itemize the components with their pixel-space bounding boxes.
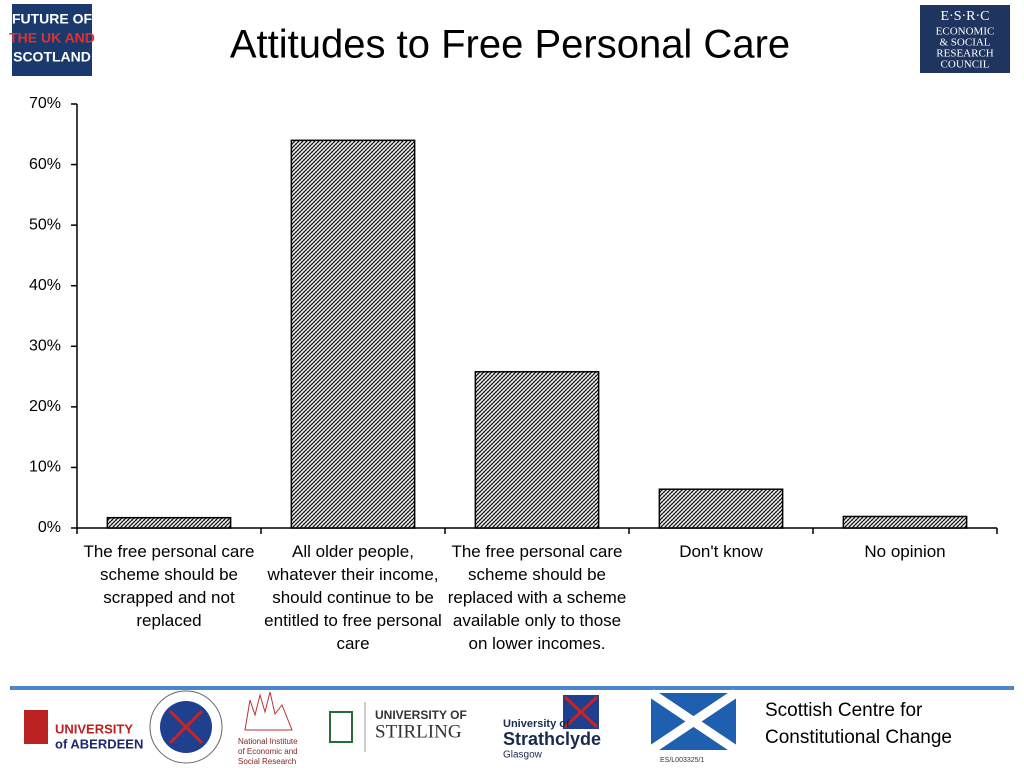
logo-text: University of <box>503 718 570 730</box>
x-tick-label: The free personal care scheme should be … <box>447 542 627 653</box>
logo-text: FUTURE OF <box>12 11 93 27</box>
y-tick-label: 60% <box>29 156 61 173</box>
saltire-flag <box>648 689 739 754</box>
bar <box>658 488 784 529</box>
y-tick-label: 40% <box>29 277 61 294</box>
centre-name: Constitutional Change <box>765 727 952 748</box>
logo-text: COUNCIL <box>941 59 990 71</box>
centre-name: Scottish Centre for <box>765 700 923 721</box>
bar <box>106 516 232 529</box>
aberdeen-logo: UNIVERSITY of ABERDEEN <box>24 710 143 751</box>
logo-text: UNIVERSITY <box>55 721 133 736</box>
logo-text: UNIVERSITY OF <box>375 708 467 722</box>
logo-text: E·S·R·C <box>941 9 990 24</box>
x-tick-label: No opinion <box>864 542 946 561</box>
logo-text: & SOCIAL <box>939 37 990 49</box>
stirling-logo: UNIVERSITY OF STIRLING <box>329 702 467 752</box>
niesr-logo: National Institute of Economic and Socia… <box>238 691 298 766</box>
chart-title: Attitudes to Free Personal Care <box>230 23 790 67</box>
edinburgh-logo <box>149 690 223 764</box>
future-logo: FUTURE OF THE UK AND SCOTLAND <box>9 4 95 76</box>
x-tick-label: All older people, whatever their income,… <box>264 542 442 653</box>
x-tick-label: The free personal care scheme should be … <box>83 542 255 630</box>
bar <box>474 370 600 529</box>
logo-text: SCOTLAND <box>13 49 91 65</box>
logo-text: Strathclyde <box>503 729 601 749</box>
logo-text: Social Research <box>238 757 296 766</box>
logo-text: THE UK AND <box>9 30 95 46</box>
y-tick-label: 0% <box>38 519 61 536</box>
bar <box>290 139 416 529</box>
logo-text: of ABERDEEN <box>55 736 143 751</box>
y-tick-label: 30% <box>29 338 61 355</box>
logo-text: Glasgow <box>503 750 543 761</box>
logo-text: ECONOMIC <box>936 26 995 38</box>
logo-text: STIRLING <box>375 721 462 742</box>
y-tick-label: 10% <box>29 459 61 476</box>
y-tick-label: 50% <box>29 216 61 233</box>
bar <box>842 515 968 529</box>
y-tick-label: 20% <box>29 398 61 415</box>
grant-number: ES/L003325/1 <box>660 757 704 764</box>
logo-text: National Institute <box>238 737 298 746</box>
y-tick-label: 70% <box>29 95 61 112</box>
strathclyde-logo: University of Strathclyde Glasgow <box>503 695 601 761</box>
x-tick-label: Don't know <box>679 542 763 561</box>
logo-text: of Economic and <box>238 747 298 756</box>
esrc-logo: E·S·R·C ECONOMIC & SOCIAL RESEARCH COUNC… <box>920 5 1010 73</box>
logo-text: RESEARCH <box>936 48 994 60</box>
